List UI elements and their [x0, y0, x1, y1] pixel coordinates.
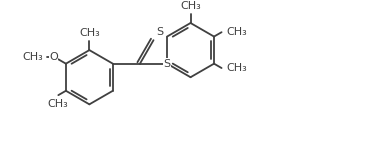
Text: CH₃: CH₃ [22, 52, 43, 62]
Text: CH₃: CH₃ [47, 99, 68, 109]
Text: S: S [156, 27, 164, 37]
Text: S: S [164, 59, 170, 69]
Text: O: O [49, 52, 58, 62]
Text: CH₃: CH₃ [180, 1, 201, 11]
Text: CH₃: CH₃ [227, 63, 247, 73]
Text: CH₃: CH₃ [227, 27, 247, 37]
Text: CH₃: CH₃ [79, 29, 100, 38]
